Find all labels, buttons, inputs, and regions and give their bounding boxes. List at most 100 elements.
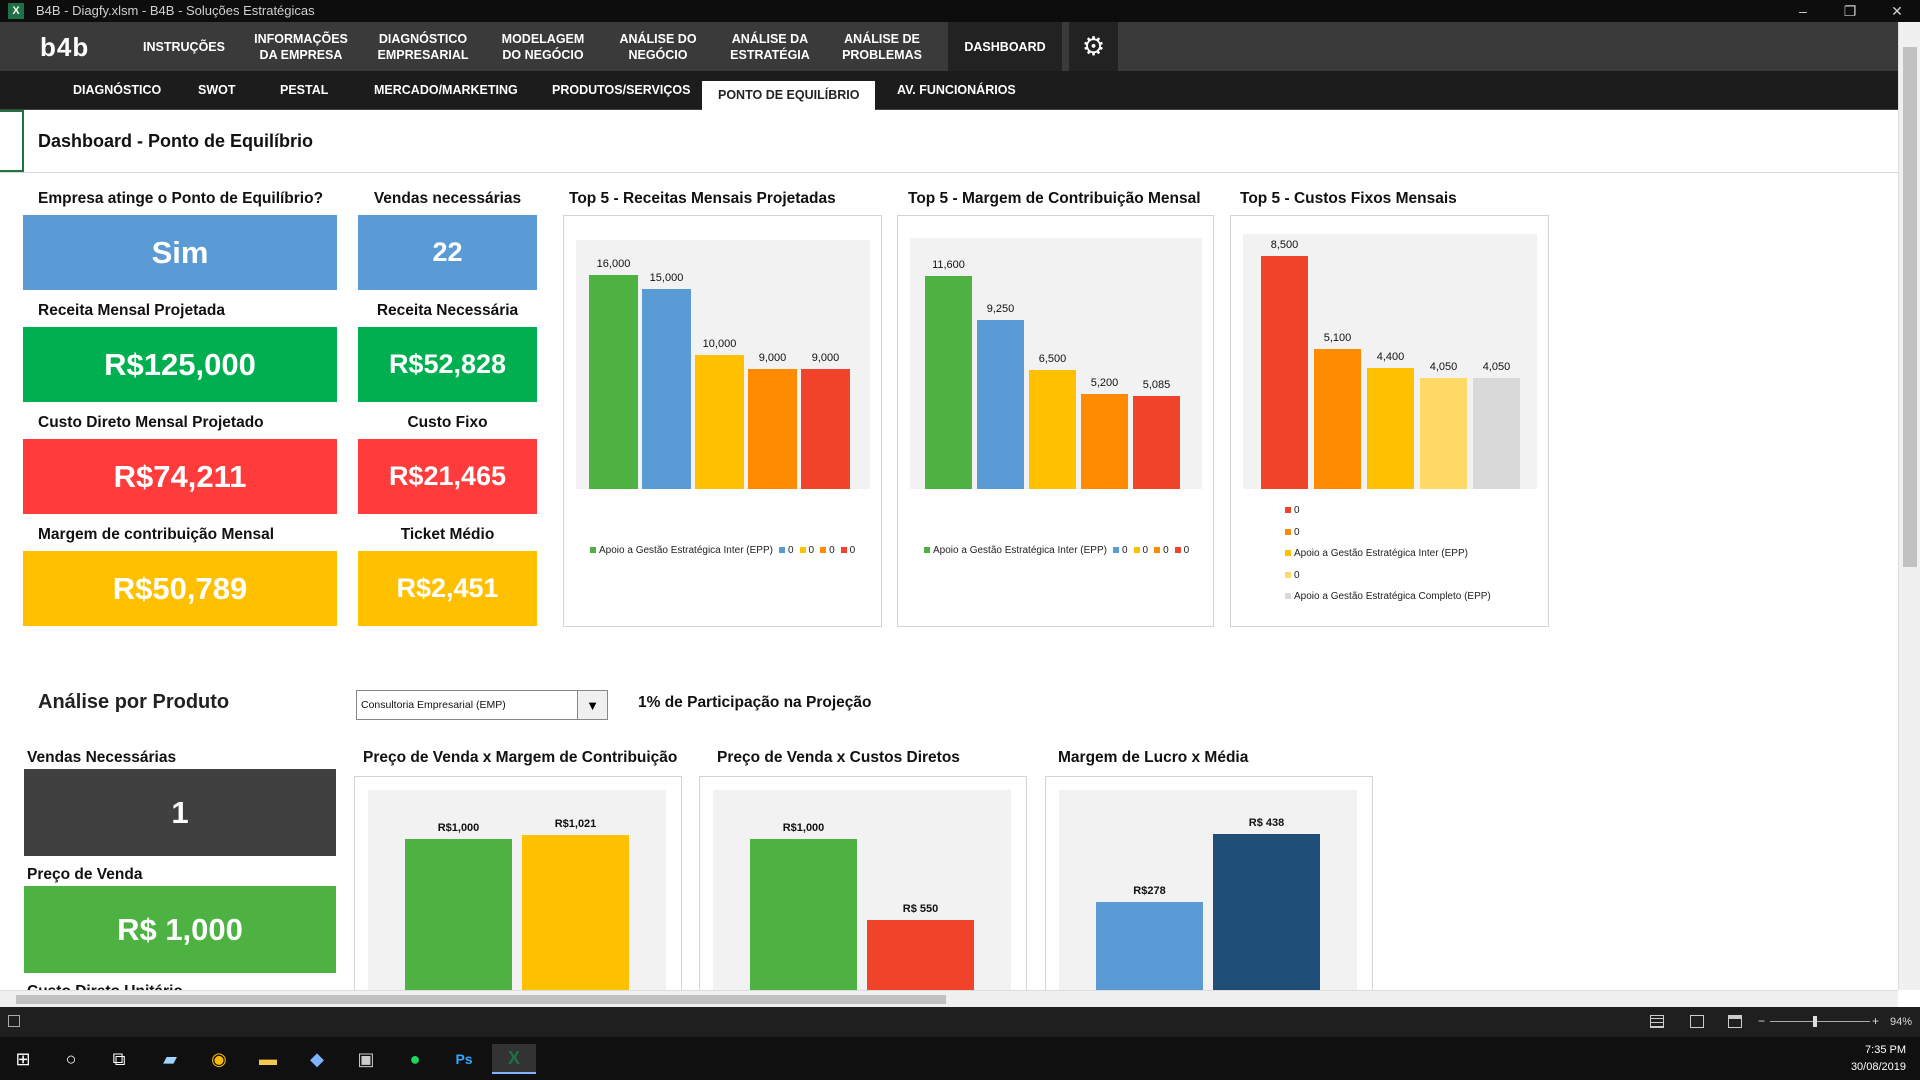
chart5-bar-1[interactable] <box>750 839 857 990</box>
chart-preco-custos[interactable]: R$1,000 R$ 550 <box>699 776 1027 990</box>
chart2-bar-3[interactable] <box>1029 370 1076 489</box>
chart-preco-margem[interactable]: R$1,000 R$1,021 <box>354 776 682 990</box>
chart-top5-receitas[interactable]: 16,000 15,000 10,000 9,000 9,000 Apoio a Ges… <box>563 215 882 627</box>
participation-text: 1% de Participação na Projeção <box>638 694 872 711</box>
chart3-legend-item-3: Apoio a Gestão Estratégica Inter (EPP) <box>1285 543 1491 565</box>
nav-diagnostico-empresarial[interactable]: DIAGNÓSTICO EMPRESARIAL <box>377 31 469 62</box>
chart1-title: Top 5 - Receitas Mensais Projetadas <box>569 190 836 207</box>
chart1-bar-1[interactable] <box>589 275 638 489</box>
horizontal-scroll-thumb[interactable] <box>16 995 946 1004</box>
zoom-level[interactable]: 94% <box>1890 1016 1913 1028</box>
tab-diagnostico[interactable]: DIAGNÓSTICO <box>73 83 162 97</box>
product-select[interactable]: Consultoria Empresarial (EMP) ▼ <box>356 690 608 720</box>
legend-label: 0 <box>1183 545 1190 556</box>
chart1-legend: Apoio a Gestão Estratégica Inter (EPP) 0 0… <box>584 545 855 556</box>
chrome-icon[interactable]: ◉ <box>211 1048 227 1069</box>
chart5-bar-2[interactable] <box>867 920 974 990</box>
legend-label: Apoio a Gestão Estratégica Inter (EPP) <box>933 545 1107 556</box>
macro-record-icon[interactable] <box>8 1015 20 1027</box>
chart2-legend: Apoio a Gestão Estratégica Inter (EPP) 0 0… <box>918 545 1189 556</box>
nav-analise-estrategia[interactable]: ANÁLISE DA ESTRATÉGIA <box>730 31 810 62</box>
tab-ponto-equilibrio[interactable]: PONTO DE EQUILÍBRIO <box>702 81 876 110</box>
chart1-bar-3[interactable] <box>695 355 744 489</box>
chart1-bar-5[interactable] <box>801 369 850 489</box>
chart3-value-label-1: 8,500 <box>1270 239 1299 251</box>
chart3-legend-item-2: 0 <box>1285 522 1491 544</box>
spotify-icon[interactable]: ● <box>409 1048 421 1069</box>
chart2-bar-1[interactable] <box>925 276 972 489</box>
legend-swatch <box>1285 571 1291 578</box>
clock-date: 30/08/2019 <box>1850 1061 1906 1073</box>
close-button[interactable]: ✕ <box>1891 3 1903 19</box>
chart3-bar-2[interactable] <box>1314 349 1361 489</box>
product-sales-needed-label: Vendas Necessárias <box>27 749 177 766</box>
system-clock[interactable]: 7:35 PM 30/08/2019 <box>1851 1042 1906 1076</box>
horizontal-scrollbar[interactable] <box>0 990 1898 1007</box>
chart4-bar-2[interactable] <box>522 835 629 990</box>
zoom-slider[interactable] <box>1770 1021 1870 1022</box>
vertical-scrollbar[interactable] <box>1898 22 1920 990</box>
chart2-bar-2[interactable] <box>977 320 1024 489</box>
chart1-legend-item-3: 0 <box>794 545 814 556</box>
chart6-bar-2[interactable] <box>1213 834 1320 990</box>
vertical-scroll-thumb[interactable] <box>1903 47 1917 567</box>
page-layout-icon[interactable] <box>1690 1015 1704 1028</box>
chart3-plot: 8,500 5,100 4,400 4,050 4,050 <box>1243 234 1537 489</box>
zoom-out-icon[interactable]: − <box>1758 1014 1766 1028</box>
chart1-bar-2[interactable] <box>642 289 691 489</box>
zoom-in-icon[interactable]: + <box>1872 1014 1880 1028</box>
tab-pestal[interactable]: PESTAL <box>280 83 329 97</box>
windows-start-icon[interactable]: ⊞ <box>15 1048 31 1069</box>
page-break-icon[interactable] <box>1728 1015 1742 1028</box>
normal-view-icon[interactable] <box>1650 1015 1664 1028</box>
file-explorer-icon[interactable]: ▬ <box>259 1048 277 1069</box>
minimize-button[interactable]: – <box>1799 3 1807 19</box>
chart3-bar-1[interactable] <box>1261 256 1308 489</box>
chart3-legend-item-1: 0 <box>1285 500 1491 522</box>
legend-label: 0 <box>829 545 835 556</box>
chart3-value-label-4: 4,050 <box>1429 361 1458 373</box>
chart2-bar-5[interactable] <box>1133 396 1180 489</box>
chart5-value-label-1: R$1,000 <box>782 822 825 834</box>
chart3-legend-item-4: 0 <box>1285 565 1491 587</box>
notes-app-icon[interactable]: ▰ <box>163 1048 177 1069</box>
chart1-bar-4[interactable] <box>748 369 797 489</box>
tab-av-funcionarios[interactable]: AV. FUNCIONÁRIOS <box>897 83 1016 97</box>
gear-icon[interactable]: ⚙ <box>1069 22 1118 71</box>
ticket-label: Ticket Médio <box>400 526 495 543</box>
nav-analise-problemas[interactable]: ANÁLISE DE PROBLEMAS <box>842 31 922 62</box>
chart-margem-lucro[interactable]: R$278 R$ 438 <box>1045 776 1373 990</box>
direct-cost-label: Custo Direto Mensal Projetado <box>38 414 264 431</box>
network-app-icon[interactable]: ▣ <box>357 1048 375 1069</box>
chart3-bar-4[interactable] <box>1420 378 1467 489</box>
chart-top5-margem[interactable]: 11,600 9,250 6,500 5,200 5,085 Apoio a Gestã… <box>897 215 1214 627</box>
chart6-bar-1[interactable] <box>1096 902 1203 990</box>
tab-produtos-servicos[interactable]: PRODUTOS/SERVIÇOS <box>552 83 691 97</box>
task-view-icon[interactable]: ⧉ <box>112 1048 126 1069</box>
sales-needed-label: Vendas necessárias <box>373 190 522 207</box>
nav-informacoes-empresa[interactable]: INFORMAÇÕES DA EMPRESA <box>254 31 348 62</box>
tab-swot[interactable]: SWOT <box>198 83 236 97</box>
excel-taskbar-icon[interactable]: X <box>492 1044 536 1074</box>
photoshop-icon[interactable]: Ps <box>455 1051 473 1067</box>
legend-label: 0 <box>1142 545 1149 556</box>
nav-modelagem-negocio[interactable]: MODELAGEM DO NEGÓCIO <box>501 31 585 62</box>
chevron-down-icon[interactable]: ▼ <box>577 691 607 719</box>
app-icon[interactable]: ◆ <box>310 1048 324 1069</box>
chart2-value-label-2: 9,250 <box>986 303 1015 315</box>
nav-dashboard[interactable]: DASHBOARD <box>948 22 1062 71</box>
nav-instrucoes[interactable]: INSTRUÇÕES <box>143 39 225 54</box>
nav-analise-negocio[interactable]: ANÁLISE DO NEGÓCIO <box>619 31 697 62</box>
zoom-slider-thumb[interactable] <box>1813 1016 1817 1027</box>
restore-button[interactable]: ❐ <box>1843 3 1857 19</box>
selected-cell[interactable] <box>0 110 24 172</box>
chart3-bar-5[interactable] <box>1473 378 1520 489</box>
product-select-value: Consultoria Empresarial (EMP) <box>361 699 506 711</box>
chart-top5-custos-fixos[interactable]: 8,500 5,100 4,400 4,050 4,050 0 0 Apoio a Gest… <box>1230 215 1549 627</box>
chart2-legend-item-1: Apoio a Gestão Estratégica Inter (EPP) <box>918 545 1107 556</box>
chart3-bar-3[interactable] <box>1367 368 1414 489</box>
chart4-bar-1[interactable] <box>405 839 512 990</box>
search-icon[interactable]: ○ <box>65 1048 77 1069</box>
chart2-bar-4[interactable] <box>1081 394 1128 489</box>
tab-mercado-marketing[interactable]: MERCADO/MARKETING <box>374 83 518 97</box>
